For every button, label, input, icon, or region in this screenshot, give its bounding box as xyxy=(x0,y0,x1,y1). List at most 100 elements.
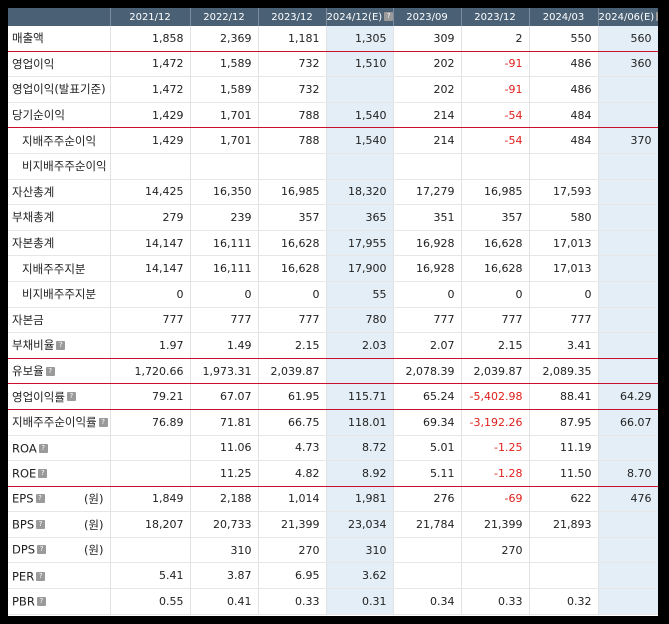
value-cell: 2.15 xyxy=(461,332,530,359)
value-cell: 1,540 xyxy=(326,102,394,129)
value-cell: 1,472 xyxy=(110,51,191,78)
column-header: 2023/12 xyxy=(461,8,530,26)
value-cell: 1,589 xyxy=(190,76,259,103)
help-icon[interactable]: ? xyxy=(656,12,658,21)
help-icon[interactable]: ? xyxy=(38,469,48,479)
value-cell: 0 xyxy=(393,281,462,308)
value-cell: 476 xyxy=(598,486,658,513)
value-cell: 279 xyxy=(110,204,191,231)
financial-table: 2021/12 2022/12 2023/12 2024/12(E)? 2023/09 2… xyxy=(8,8,658,615)
column-header-label: 2023/12 xyxy=(271,11,313,23)
value-cell: 1.49 xyxy=(190,332,259,359)
help-icon[interactable]: ? xyxy=(66,392,76,402)
value-cell: 357 xyxy=(461,204,530,231)
value-cell: 66.75 xyxy=(258,409,327,436)
value-cell: 115.71 xyxy=(326,383,394,410)
column-header-label: 2024/12(E) xyxy=(326,11,383,23)
value-cell: 76.89 xyxy=(110,409,191,436)
value-cell: 0 xyxy=(190,281,259,308)
help-icon[interactable]: ? xyxy=(38,443,48,453)
help-icon[interactable]: ? xyxy=(37,545,47,555)
row-label: 지배주주지분 xyxy=(22,261,86,276)
value-cell xyxy=(598,102,658,129)
help-icon[interactable]: ? xyxy=(36,571,46,581)
help-icon[interactable]: ? xyxy=(35,493,45,503)
help-icon[interactable]: ? xyxy=(98,417,108,427)
value-cell: 79.21 xyxy=(110,383,191,410)
value-cell: 0.31 xyxy=(326,588,394,615)
value-cell xyxy=(598,307,658,334)
value-cell: 777 xyxy=(190,307,259,334)
table-row: 지배주주순이익 1,429 1,701 788 1,540 214 -54 484 370 xyxy=(8,127,658,154)
column-header-label: 2023/12 xyxy=(474,11,516,23)
row-label-cell: 당기순이익 xyxy=(8,102,111,129)
value-cell: 88.41 xyxy=(529,383,599,410)
value-cell: 2 xyxy=(461,26,530,52)
value-cell xyxy=(598,76,658,103)
value-cell: 486 xyxy=(529,51,599,78)
row-label-cell: 자본총계 xyxy=(8,230,111,257)
value-cell: 17,013 xyxy=(529,230,599,257)
value-cell: 14,425 xyxy=(110,179,191,206)
row-label-cell: 부채비율? xyxy=(8,332,111,359)
value-cell: 1,014 xyxy=(258,486,327,513)
table-row: 자본총계 14,147 16,111 16,628 17,955 16,928 16,628… xyxy=(8,230,658,257)
value-cell: 1,973.31 xyxy=(190,358,259,385)
help-icon[interactable]: ? xyxy=(36,597,46,607)
table-body: 매출액 1,858 2,369 1,181 1,305 309 2 550 560 영업이익 1,4… xyxy=(8,26,658,615)
value-cell: 2.15 xyxy=(258,332,327,359)
value-cell: 16,628 xyxy=(461,255,530,282)
value-cell: 270 xyxy=(461,537,530,564)
row-label-cell: 지배주주순이익 xyxy=(8,127,111,154)
help-icon[interactable]: ? xyxy=(36,519,46,529)
value-cell xyxy=(393,153,462,180)
row-label-cell: 비지배주주지분 xyxy=(8,281,111,308)
column-header-label: 2022/12 xyxy=(203,11,245,23)
column-header: 2023/09 xyxy=(393,8,462,26)
value-cell: 65.24 xyxy=(393,383,462,410)
row-label: PER xyxy=(12,569,35,584)
value-cell: 0.55 xyxy=(110,588,191,615)
value-cell: 357 xyxy=(258,204,327,231)
value-cell: 484 xyxy=(529,102,599,129)
table-row: 비지배주주순이익 xyxy=(8,153,658,180)
value-cell: 0.32 xyxy=(529,588,599,615)
value-cell: 0.33 xyxy=(258,588,327,615)
value-cell xyxy=(393,537,462,564)
row-label: 매출액 xyxy=(12,31,44,46)
value-cell: 777 xyxy=(258,307,327,334)
value-cell: 17,279 xyxy=(393,179,462,206)
value-cell: 16,111 xyxy=(190,255,259,282)
value-cell: 484 xyxy=(529,127,599,154)
value-cell: 788 xyxy=(258,102,327,129)
value-cell xyxy=(529,537,599,564)
row-label: 비지배주주지분 xyxy=(22,287,97,302)
value-cell: 3.41 xyxy=(529,332,599,359)
value-cell: 276 xyxy=(393,486,462,513)
value-cell: 16,628 xyxy=(258,230,327,257)
column-header-label: 2024/06(E) xyxy=(598,11,655,23)
column-header: 2023/12 xyxy=(258,8,327,26)
value-cell xyxy=(598,358,658,385)
column-header-label: 2024/03 xyxy=(542,11,585,23)
help-icon[interactable]: ? xyxy=(56,340,66,350)
value-cell: 777 xyxy=(461,307,530,334)
row-label-cell: 지배주주지분 xyxy=(8,255,111,282)
value-cell: 118.01 xyxy=(326,409,394,436)
value-cell xyxy=(110,460,191,487)
table-row: PER? 5.41 3.87 6.95 3.62 xyxy=(8,562,658,590)
value-cell xyxy=(110,537,191,564)
financial-summary-panel: 2021/12 2022/12 2023/12 2024/12(E)? 2023/09 2… xyxy=(8,8,658,616)
value-cell: 2,039.87 xyxy=(461,358,530,385)
value-cell xyxy=(529,153,599,180)
value-cell xyxy=(110,153,191,180)
value-cell: 17,593 xyxy=(529,179,599,206)
row-label: 부채총계 xyxy=(12,210,55,225)
help-icon[interactable]: ? xyxy=(45,366,55,376)
value-cell: 8.72 xyxy=(326,435,394,462)
value-cell xyxy=(258,153,327,180)
help-icon[interactable]: ? xyxy=(384,12,394,21)
row-label: 자본총계 xyxy=(12,236,55,251)
value-cell xyxy=(598,537,658,564)
value-cell xyxy=(598,179,658,206)
